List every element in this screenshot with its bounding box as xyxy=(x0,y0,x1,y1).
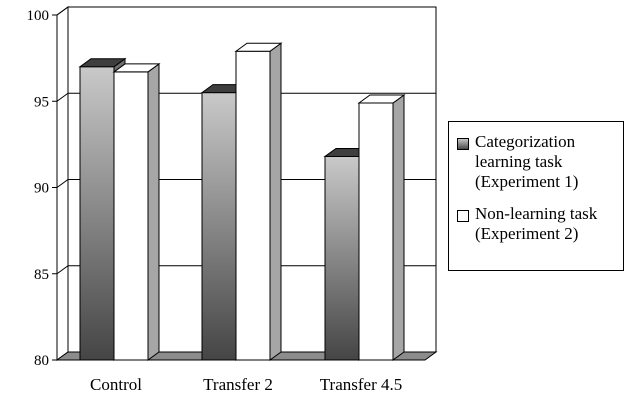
y-tick-label: 85 xyxy=(34,267,49,283)
legend: Categorization learning task (Experiment… xyxy=(448,121,624,271)
y-tick-label: 95 xyxy=(34,94,49,110)
gridline-depth xyxy=(56,179,69,188)
y-tick-labels: 80 85 90 95 100 xyxy=(27,8,50,369)
gridline-depth xyxy=(56,265,69,275)
legend-item-series-2: Non-learning task (Experiment 2) xyxy=(457,204,625,244)
bar-top-series-2 xyxy=(112,63,161,73)
y-axis xyxy=(52,14,58,361)
x-tick-label: Control xyxy=(90,375,142,394)
bar-top-series-1 xyxy=(78,58,127,68)
bar-front-series-1 xyxy=(324,155,360,361)
bars xyxy=(78,42,406,361)
bar-side-series-2 xyxy=(147,62,160,361)
bar-top-series-2 xyxy=(234,42,283,52)
legend-item-series-1: Categorization learning task (Experiment… xyxy=(457,132,625,192)
bar-side-series-2 xyxy=(392,93,405,361)
legend-line: (Experiment 2) xyxy=(475,224,579,243)
legend-line: Categorization xyxy=(475,132,576,151)
legend-label-series-2: Non-learning task (Experiment 2) xyxy=(475,204,625,244)
y-tick-label: 80 xyxy=(34,353,49,369)
bar-side-series-2 xyxy=(269,42,282,361)
bar-front-series-1 xyxy=(201,92,237,361)
legend-swatch-series-1 xyxy=(457,138,469,150)
bar-front-series-1 xyxy=(79,66,115,361)
legend-line: (Experiment 1) xyxy=(475,172,579,191)
x-tick-labels: Control Transfer 2 Transfer 4.5 xyxy=(90,375,402,394)
y-tick-label: 90 xyxy=(34,181,49,197)
x-tick-label: Transfer 4.5 xyxy=(320,375,402,394)
x-tick-label: Transfer 2 xyxy=(203,375,273,394)
gridline-depth xyxy=(56,92,69,102)
bar-front-series-2 xyxy=(235,50,271,361)
legend-line: learning task xyxy=(475,152,563,171)
legend-label-series-1: Categorization learning task (Experiment… xyxy=(475,132,625,192)
legend-swatch-series-2 xyxy=(457,210,469,222)
bar-front-series-2 xyxy=(358,102,394,361)
legend-line: Non-learning task xyxy=(475,204,598,223)
bar-top-series-2 xyxy=(357,94,406,104)
bar-front-series-2 xyxy=(113,71,149,361)
y-tick-label: 100 xyxy=(27,8,50,24)
gridline-depth xyxy=(56,6,69,16)
